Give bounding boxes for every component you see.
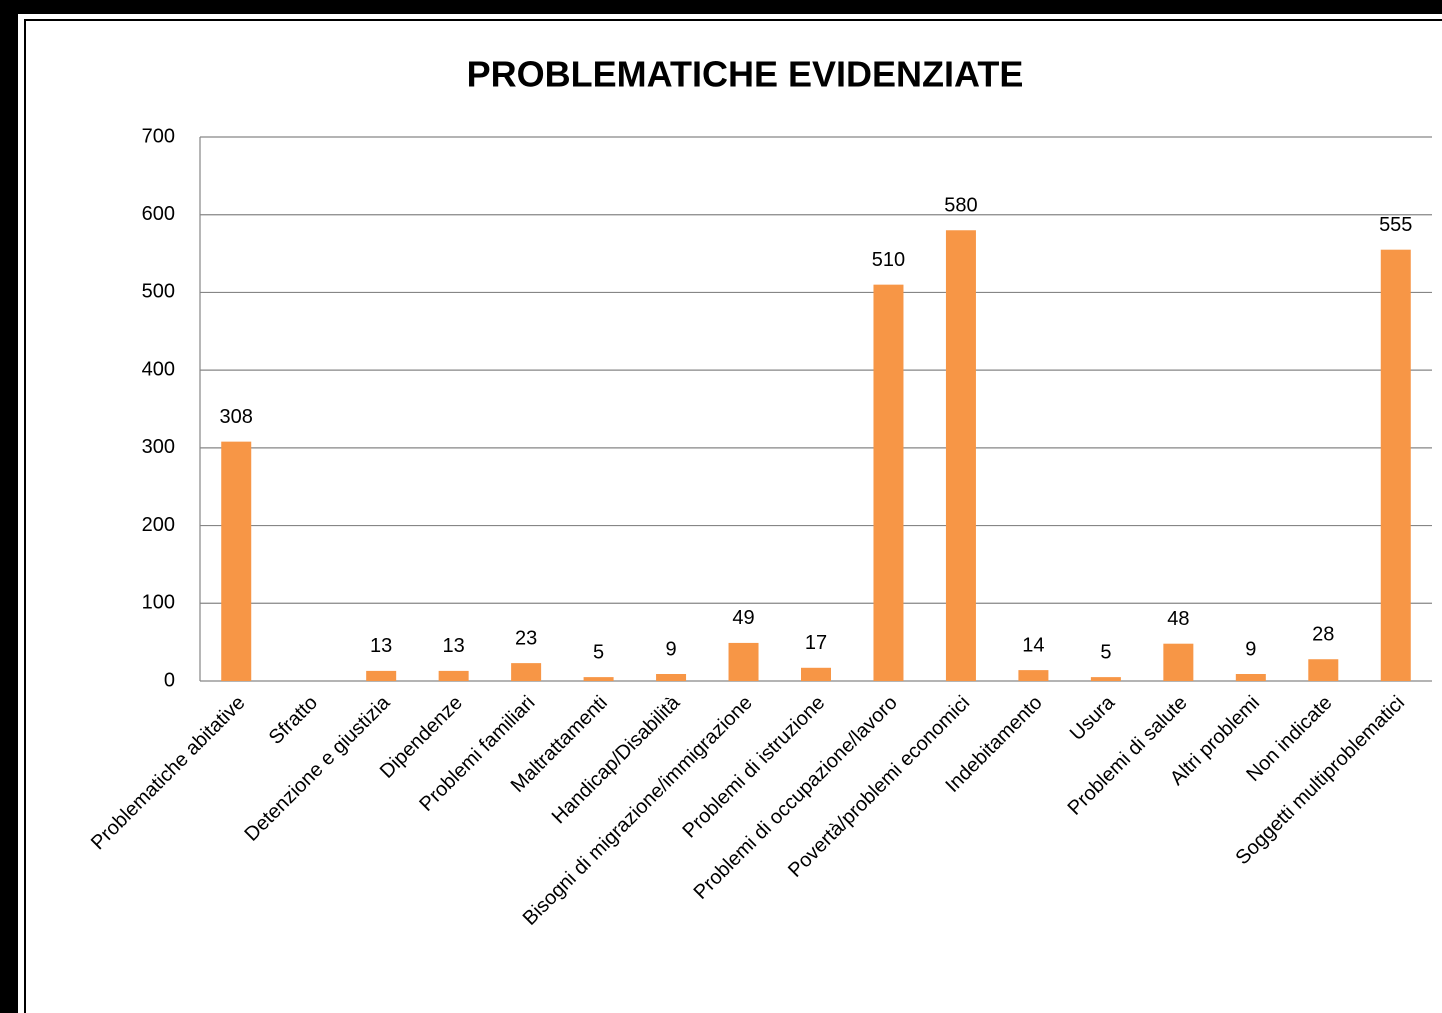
chart-title: PROBLEMATICHE EVIDENZIATE bbox=[467, 54, 1024, 95]
frame-inner bbox=[24, 19, 1442, 1013]
y-tick-label: 500 bbox=[142, 281, 175, 303]
data-label: 14 bbox=[1022, 634, 1044, 656]
data-label: 580 bbox=[944, 195, 977, 217]
bar bbox=[1308, 659, 1339, 681]
bar bbox=[1235, 674, 1266, 681]
bar bbox=[221, 441, 252, 681]
bar bbox=[728, 642, 759, 681]
data-label: 49 bbox=[732, 607, 754, 629]
bar bbox=[801, 667, 831, 681]
bar bbox=[366, 670, 397, 681]
y-tick-label: 600 bbox=[142, 203, 175, 225]
y-tick-label: 400 bbox=[142, 358, 175, 380]
data-label: 510 bbox=[872, 249, 905, 271]
y-tick-label: 100 bbox=[142, 592, 175, 614]
bar bbox=[438, 670, 469, 681]
y-tick-label: 0 bbox=[164, 669, 175, 691]
bar bbox=[511, 663, 542, 681]
data-label: 308 bbox=[220, 406, 253, 428]
data-label: 13 bbox=[370, 635, 392, 657]
data-label: 23 bbox=[515, 627, 537, 649]
bar bbox=[1018, 670, 1049, 681]
bar bbox=[656, 674, 687, 681]
data-label: 13 bbox=[443, 635, 465, 657]
data-label: 9 bbox=[1245, 638, 1256, 660]
data-label: 17 bbox=[805, 632, 827, 654]
bar bbox=[873, 284, 904, 681]
y-tick-label: 700 bbox=[142, 125, 175, 147]
data-label: 9 bbox=[665, 638, 676, 660]
frame-top bbox=[0, 0, 1442, 14]
y-tick-label: 300 bbox=[142, 436, 175, 458]
bar bbox=[1163, 643, 1194, 681]
bar bbox=[1090, 677, 1121, 681]
data-label: 28 bbox=[1312, 624, 1334, 646]
bar bbox=[945, 230, 976, 681]
frame-left bbox=[0, 0, 18, 1013]
data-label: 5 bbox=[1100, 641, 1111, 663]
y-tick-label: 200 bbox=[142, 514, 175, 536]
bar bbox=[1380, 249, 1411, 681]
data-label: 48 bbox=[1167, 608, 1189, 630]
data-label: 555 bbox=[1379, 214, 1412, 236]
data-label: 5 bbox=[593, 641, 604, 663]
bar bbox=[583, 677, 614, 681]
